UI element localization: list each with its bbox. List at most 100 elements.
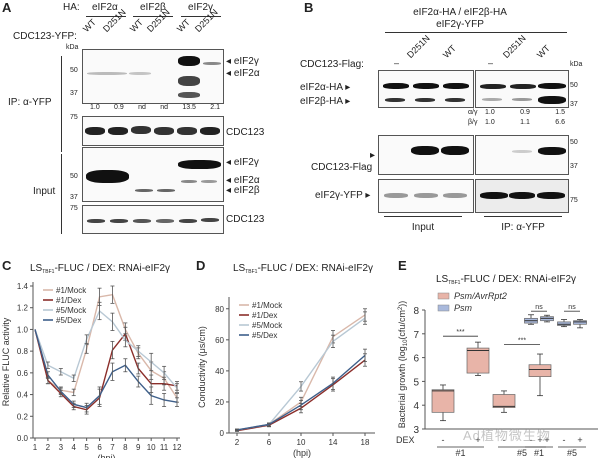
band — [443, 193, 467, 198]
band-label-eif2a: ◂ eIF2α — [226, 175, 260, 186]
dex-sign: + — [537, 435, 542, 445]
row-label-text: eIF2γ-YFP — [315, 190, 363, 201]
blot-input-eif2 — [82, 147, 224, 202]
y-tick-label: 0.8 — [17, 347, 29, 356]
band — [87, 72, 127, 75]
blot-ip-yfp — [475, 179, 569, 213]
ratio-ag-label: α/γ — [468, 109, 478, 116]
marker-50: 50 — [570, 82, 578, 89]
row-label-eif2g-yfp: eIF2γ-YFP ▸ — [315, 190, 371, 201]
band — [177, 127, 197, 135]
band — [87, 219, 105, 223]
band-label-text: eIF2α — [233, 68, 260, 79]
ratio-value: 6.6 — [555, 119, 565, 126]
row-label-eif2a-ha: eIF2α-HA ▸ — [300, 82, 351, 93]
x-tick-label: 8 — [123, 443, 128, 452]
series-line-1dex — [34, 329, 178, 411]
x-tick-label: 2 — [46, 443, 51, 452]
lane-label: WT — [440, 43, 458, 60]
box — [431, 389, 455, 413]
legend-label: #5/Mock — [56, 306, 87, 315]
panel-label-b: B — [304, 0, 314, 15]
input-label: Input — [411, 222, 435, 233]
y-tick-label: 6 — [413, 354, 419, 365]
band — [129, 72, 151, 75]
band — [538, 96, 566, 104]
blot-ip-ha — [475, 70, 569, 108]
x-axis-label: (hpi) — [293, 448, 311, 458]
y-tick-label: 7 — [413, 330, 419, 341]
band — [201, 180, 217, 183]
band — [179, 219, 197, 223]
ratio-ag-row: 1.0 0.9 1.5 — [485, 109, 565, 116]
input-bracket — [61, 154, 62, 234]
watermark: Ad植物微生物 — [463, 428, 551, 443]
box — [557, 321, 571, 326]
marker-37: 37 — [70, 90, 78, 97]
lane-label: D251N — [500, 33, 528, 60]
quant-value: 1.0 — [90, 104, 100, 111]
y-tick-label: 0.4 — [17, 391, 29, 400]
x-tick-label: 2 — [235, 438, 240, 447]
legend-label: Psm — [454, 303, 473, 313]
lane-label: WT — [534, 43, 552, 60]
ip-label: IP: α-YFP — [8, 97, 52, 108]
blot-input-flag — [378, 135, 474, 175]
band — [135, 189, 153, 192]
lane-label: – — [394, 58, 400, 68]
blot-ip-flag — [475, 135, 569, 175]
band — [385, 98, 405, 102]
dex-sign: + — [475, 435, 480, 445]
marker-37: 37 — [70, 194, 78, 201]
dex-sign: - — [563, 435, 566, 445]
band-label-eif2a: ◂ eIF2α — [226, 68, 260, 79]
x-tick-label: 7 — [110, 443, 115, 452]
y-axis-label: Bacterial growth (log10(cfu/cm2)) — [397, 301, 409, 429]
marker-37: 37 — [570, 101, 578, 108]
band — [178, 76, 200, 86]
band — [509, 192, 535, 199]
band — [131, 126, 151, 134]
line-label: #5 — [517, 448, 527, 458]
ha-group-eif2g: eIF2γ — [188, 2, 214, 13]
y-tick-label: 0.2 — [17, 412, 29, 421]
row-label-text: eIF2α-HA — [300, 82, 343, 93]
band — [512, 150, 532, 153]
quant-value: 2.1 — [210, 104, 220, 111]
quant-value: 13.5 — [182, 104, 196, 111]
band — [108, 127, 128, 135]
y-axis-label: Conductivity (μs/cm) — [197, 326, 207, 408]
x-tick-label: 5 — [84, 443, 89, 452]
x-tick-label: 10 — [297, 438, 306, 447]
box — [466, 347, 490, 374]
band — [538, 147, 566, 155]
line-label: #1 — [455, 448, 465, 458]
dex-sign: - — [442, 435, 445, 445]
band — [178, 56, 200, 66]
band — [415, 98, 435, 102]
line-label: #1 — [534, 448, 544, 458]
significance-label: ns — [535, 304, 543, 311]
ratio-value: 1.5 — [555, 109, 565, 116]
legend-swatch — [437, 304, 450, 312]
y-tick-label: 0.0 — [17, 434, 29, 443]
legend-label: #5/Dex — [56, 316, 81, 325]
quant-value: nd — [138, 104, 146, 111]
marker-75: 75 — [70, 205, 78, 212]
x-tick-label: 14 — [329, 438, 338, 447]
input-underline — [384, 216, 462, 217]
x-tick-label: 1 — [33, 443, 38, 452]
x-tick-label: 6 — [267, 438, 272, 447]
y-tick-label: 5 — [413, 377, 419, 388]
band — [133, 219, 151, 223]
band — [157, 189, 175, 192]
cdc123-label: CDC123 — [226, 214, 265, 225]
band — [156, 219, 174, 223]
ip-bracket — [61, 56, 62, 152]
legend-label: #1/Mock — [252, 301, 283, 310]
ratio-value: 1.0 — [485, 119, 495, 126]
row-label-text: eIF2β-HA — [300, 96, 343, 107]
band — [480, 84, 506, 89]
x-axis-label: (hpi) — [97, 453, 115, 458]
ha-group-eif2a: eIF2α — [92, 2, 118, 13]
